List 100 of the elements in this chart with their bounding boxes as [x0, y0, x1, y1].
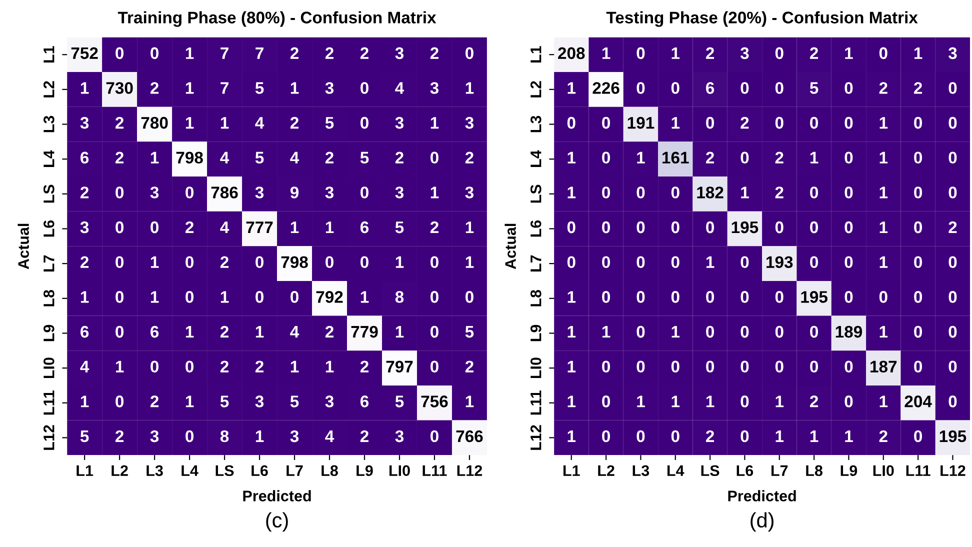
data-label: 1	[706, 396, 714, 408]
data-label: 0	[914, 186, 922, 198]
data-label: 0	[844, 186, 853, 198]
data-label: 3	[80, 221, 89, 234]
data-label: 0	[948, 256, 957, 268]
data-label: 2	[810, 396, 818, 408]
data-label: 1	[706, 256, 714, 268]
data-label: 189	[836, 326, 862, 338]
data-label: 0	[948, 82, 957, 94]
data-label: 1	[810, 430, 818, 442]
data-label: 1	[396, 326, 404, 338]
data-label: 161	[662, 152, 689, 164]
data-label: 4	[325, 430, 334, 442]
data-label: 1	[810, 152, 818, 164]
data-label: 3	[150, 430, 159, 442]
data-label: 1	[326, 222, 334, 234]
data-label: 0	[740, 82, 749, 94]
data-label: 0	[636, 291, 645, 303]
data-label: 0	[602, 396, 610, 408]
data-label: 208	[558, 47, 585, 60]
data-label: 191	[628, 116, 654, 129]
data-label: 0	[636, 221, 645, 234]
x-tick-label: LI0	[389, 465, 410, 476]
data-label: 1	[880, 186, 888, 198]
x-tick-label: L6	[736, 465, 754, 476]
data-label: 0	[914, 256, 922, 268]
data-label: 1	[220, 117, 229, 129]
data-label: 1	[80, 291, 89, 303]
x-tick-label: L1	[76, 465, 94, 476]
x-tick-label: L11	[906, 465, 930, 476]
data-label: 4	[220, 152, 230, 164]
chart-title: Testing Phase (20%) - Confusion Matrix	[606, 11, 918, 27]
data-label: 0	[775, 221, 784, 234]
data-label: 0	[602, 116, 610, 129]
data-label: 1	[186, 117, 194, 129]
data-label: 1	[186, 47, 194, 59]
x-tick-label: L8	[322, 465, 338, 476]
data-label: 0	[360, 82, 368, 94]
data-label: 9	[290, 186, 299, 198]
data-label: 0	[844, 152, 853, 164]
data-label: 7	[220, 47, 228, 59]
data-label: 0	[636, 186, 645, 198]
data-label: 0	[186, 360, 194, 373]
data-label: 0	[740, 360, 749, 373]
y-tick-label: LS	[44, 184, 54, 203]
data-label: 1	[672, 396, 680, 408]
x-tick-label: L7	[286, 465, 303, 476]
data-label: 0	[326, 256, 334, 268]
data-label: 1	[290, 222, 299, 234]
data-label: 5	[395, 222, 404, 234]
data-label: 0	[948, 326, 957, 338]
x-tick-label: L12	[457, 465, 482, 476]
data-label: 187	[870, 360, 897, 373]
data-label: 1	[602, 326, 610, 338]
data-label: 3	[948, 47, 957, 60]
data-label: 1	[220, 291, 229, 303]
data-label: 1	[256, 430, 264, 442]
data-label: 0	[150, 47, 158, 60]
data-label: 0	[914, 221, 922, 234]
y-tick-label: L8	[530, 290, 542, 306]
data-label: 2	[775, 152, 784, 164]
y-axis-title: Actual	[504, 224, 516, 270]
data-label: 1	[326, 360, 334, 372]
data-label: 0	[602, 221, 610, 234]
data-label: 0	[740, 396, 749, 408]
data-label: 5	[255, 152, 264, 164]
y-tick-label: L11	[44, 390, 54, 415]
data-label: 1	[116, 360, 124, 372]
data-label: 1	[150, 152, 159, 164]
data-label: 1	[430, 186, 439, 198]
y-axis-title: Actual	[18, 224, 29, 270]
x-tick-label: L3	[632, 465, 650, 476]
data-label: 797	[386, 360, 413, 373]
data-label: 5	[220, 396, 229, 408]
data-label: 780	[141, 116, 168, 129]
data-label: 2	[220, 256, 228, 268]
data-label: 0	[360, 186, 368, 198]
y-tick-label: L3	[44, 116, 54, 132]
data-label: 2	[465, 360, 474, 372]
data-label: 2	[220, 360, 228, 372]
data-label: 1	[914, 47, 922, 59]
data-label: 0	[948, 396, 957, 408]
data-label: 1	[290, 360, 299, 372]
data-label: 3	[80, 116, 89, 129]
y-tick-label: L12	[530, 425, 542, 450]
data-label: 5	[325, 117, 334, 129]
y-tick-label: L9	[44, 324, 54, 342]
data-label: 0	[706, 326, 714, 338]
data-label: 0	[740, 291, 749, 303]
data-label: 0	[430, 152, 438, 164]
x-tick-label: L4	[667, 465, 684, 476]
data-label: 0	[360, 256, 368, 268]
data-label: 0	[636, 82, 645, 94]
data-label: 0	[948, 152, 957, 164]
data-label: 7	[220, 82, 228, 94]
data-label: 1	[880, 117, 888, 129]
data-label: 0	[844, 116, 853, 129]
y-tick-label: L6	[530, 220, 542, 237]
data-label: 0	[186, 256, 194, 268]
data-label: 3	[430, 82, 439, 94]
